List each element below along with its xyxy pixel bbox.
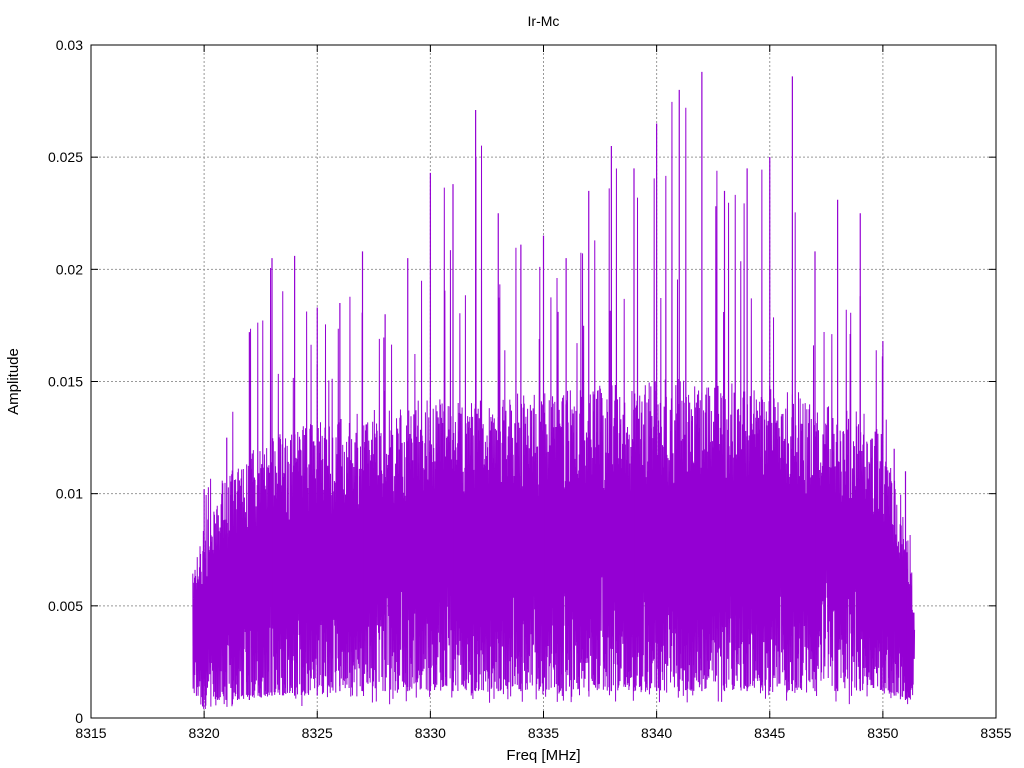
- y-tick-label: 0.015: [48, 374, 83, 390]
- x-tick-label: 8345: [754, 725, 785, 741]
- x-tick-label: 8340: [641, 725, 672, 741]
- x-tick-label: 8330: [415, 725, 446, 741]
- y-tick-label: 0: [75, 710, 83, 726]
- y-tick-label: 0.01: [56, 486, 83, 502]
- y-axis-label: Amplitude: [5, 348, 22, 415]
- x-tick-label: 8350: [867, 725, 898, 741]
- series-amplitude: [192, 71, 916, 709]
- chart-title: Ir-Mc: [528, 13, 560, 29]
- x-tick-label: 8355: [980, 725, 1011, 741]
- y-tick-label: 0.025: [48, 149, 83, 165]
- x-axis-label: Freq [MHz]: [506, 747, 580, 764]
- y-tick-label: 0.02: [56, 261, 83, 277]
- series-line: [192, 101, 916, 709]
- x-tick-label: 8315: [75, 725, 106, 741]
- ticks: 8315 8320 8325 8330 8335 8340 8345 8350 8355 0 0.0…: [48, 37, 1012, 741]
- y-tick-label: 0.03: [56, 37, 83, 53]
- x-tick-label: 8325: [302, 725, 333, 741]
- y-tick-label: 0.005: [48, 598, 83, 614]
- x-tick-label: 8320: [189, 725, 220, 741]
- x-tick-label: 8335: [528, 725, 559, 741]
